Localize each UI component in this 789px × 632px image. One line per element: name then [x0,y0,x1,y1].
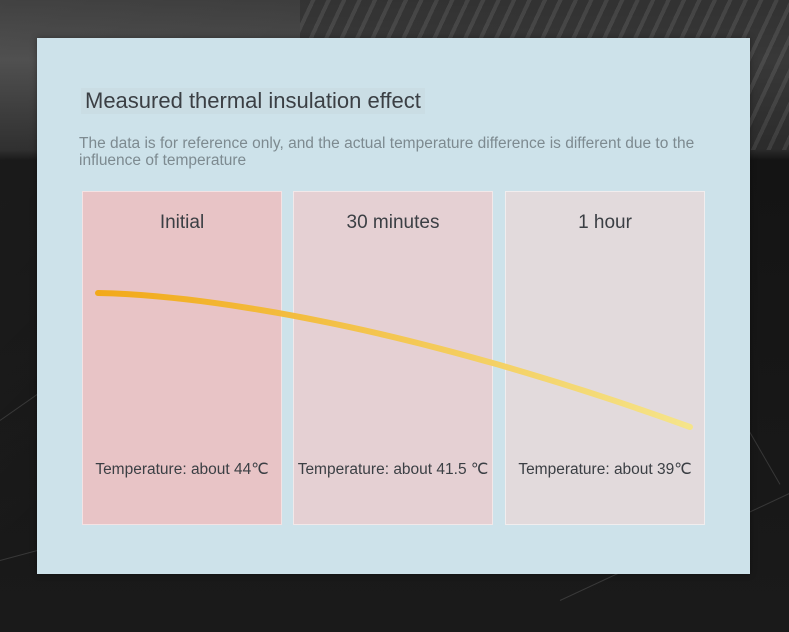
panel-initial: Initial Temperature: about 44℃ [82,191,282,525]
temperature-label-1-hour: Temperature: about 39℃ [518,461,692,478]
temperature-label-30-minutes: Temperature: about 41.5 ℃ [297,461,489,478]
category-label-1-hour: 1 hour [578,212,632,233]
panel-30-minutes: 30 minutes Temperature: about 41.5 ℃ [293,191,493,525]
chart-card: Measured thermal insulation effect The d… [37,38,750,574]
chart-subtitle: The data is for reference only, and the … [79,135,695,169]
panel-1-hour: 1 hour Temperature: about 39℃ [505,191,705,525]
temperature-label-initial: Temperature: about 44℃ [95,461,269,478]
category-label-30-minutes: 30 minutes [346,212,440,233]
temperature-curve-line [95,290,693,430]
temperature-curve-svg [95,290,693,430]
category-label-initial: Initial [159,212,205,233]
chart-title: Measured thermal insulation effect [81,88,425,114]
